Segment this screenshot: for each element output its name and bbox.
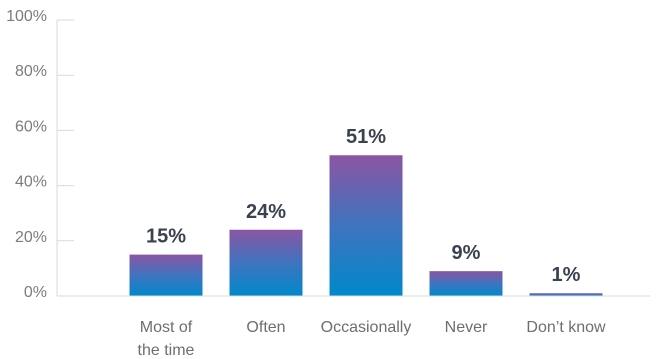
y-axis: 0% 20% 40% 60% 80% 100% [6, 8, 74, 301]
x-category-label: the time [138, 342, 195, 359]
x-axis: Most of the time Often Occasionally Never Don… [57, 295, 650, 359]
x-category-label: Don’t know [526, 319, 606, 336]
bar [129, 254, 203, 296]
x-category-label: Occasionally [321, 319, 412, 336]
bar [329, 155, 403, 296]
bar [429, 271, 503, 296]
bar-value-label: 24% [246, 201, 286, 223]
y-tick-label: 20% [15, 229, 47, 246]
y-tick-label: 0% [24, 284, 47, 301]
bar-value-label: 1% [552, 264, 581, 286]
y-tick-label: 100% [6, 8, 47, 25]
bar-value-label: 9% [452, 242, 481, 264]
x-category-label: Never [445, 319, 488, 336]
bar-value-label: 15% [146, 226, 186, 248]
y-tick-label: 80% [15, 63, 47, 80]
bar [529, 293, 603, 296]
bars: 15% 24% 51% 9% 1% [129, 126, 603, 296]
x-category-label: Most of [140, 319, 193, 336]
bar [229, 229, 303, 296]
bar-value-label: 51% [346, 126, 386, 148]
y-tick-label: 60% [15, 118, 47, 135]
x-category-label: Often [246, 319, 285, 336]
y-tick-label: 40% [15, 174, 47, 191]
